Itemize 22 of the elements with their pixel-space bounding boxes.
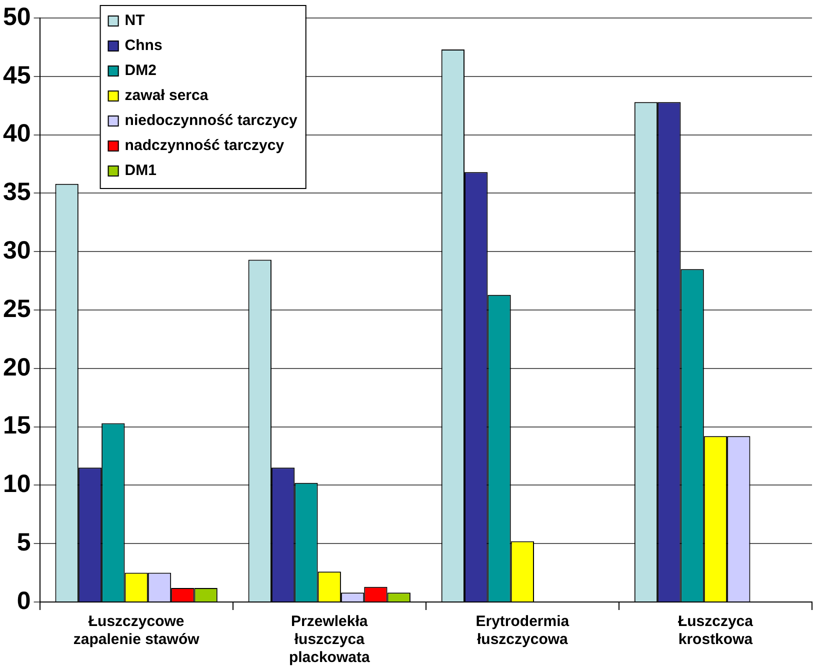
x-tick-label: Przewlekła łuszczyca plackowata — [288, 613, 370, 666]
legend-label: NT — [124, 12, 145, 30]
y-tick-label: 30 — [2, 236, 31, 264]
y-tick-label: 45 — [2, 61, 31, 90]
y-tick-label: 5 — [16, 528, 31, 556]
legend-label: DM2 — [124, 62, 156, 80]
x-tick-label: Erytrodermia łuszczycowa — [476, 613, 570, 648]
legend-label: niedoczynność tarczycy — [124, 112, 298, 130]
y-tick-label: 10 — [2, 470, 31, 498]
y-tick-label: 25 — [2, 294, 31, 323]
legend-label: nadczynność tarczycy — [124, 137, 285, 154]
y-tick-label: 0 — [16, 586, 31, 615]
x-tick-label: Łuszczycowe zapalenie stawów — [73, 613, 200, 648]
y-tick-label: 20 — [2, 353, 31, 382]
legend-label: DM1 — [124, 162, 156, 180]
y-tick-label: 35 — [2, 178, 31, 206]
y-tick-label: 50 — [2, 2, 31, 31]
y-tick-label: 15 — [2, 412, 31, 440]
legend-label: zawał serca — [124, 87, 209, 104]
x-tick-label: Łuszczyca krostkowa — [678, 613, 754, 648]
legend-label: Chns — [124, 37, 162, 54]
y-tick-label: 40 — [2, 120, 31, 148]
